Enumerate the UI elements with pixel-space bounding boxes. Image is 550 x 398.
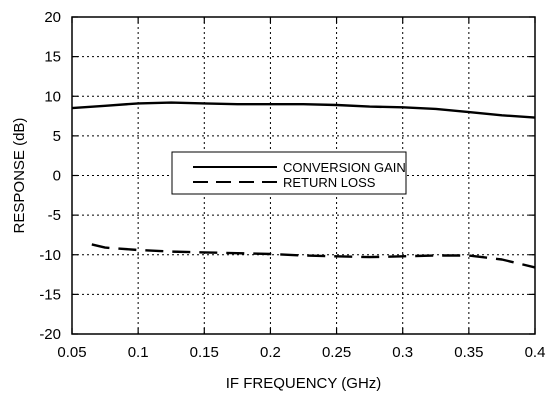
- y-axis-label: RESPONSE (dB): [11, 118, 28, 234]
- series-line-return-loss: [91, 243, 536, 269]
- legend-box: [171, 151, 407, 195]
- series-layer: [71, 101, 536, 269]
- x-tick-label: 0.4: [525, 344, 546, 361]
- legend-label-conversion-gain: CONVERSION GAIN: [283, 160, 406, 175]
- series-line-conversion-gain: [71, 101, 536, 119]
- y-tick-label: 10: [44, 88, 61, 105]
- y-tick-label: 0: [53, 168, 61, 185]
- y-tick-label: -20: [39, 326, 61, 343]
- ticks: [71, 16, 536, 335]
- x-tick-label: 0.3: [392, 344, 413, 361]
- y-tick-label: 20: [44, 9, 61, 26]
- y-tick-label: 5: [53, 128, 61, 145]
- y-tick-label: -5: [48, 207, 61, 224]
- x-tick-label: 0.1: [128, 344, 149, 361]
- legend-label-return-loss: RETURN LOSS: [283, 175, 376, 190]
- y-tick-label: 15: [44, 49, 61, 66]
- x-tick-label: 0.2: [260, 344, 281, 361]
- x-tick-label: 0.35: [454, 344, 483, 361]
- y-tick-label: -10: [39, 247, 61, 264]
- legend: CONVERSION GAIN RETURN LOSS: [171, 151, 407, 195]
- x-axis-label: IF FREQUENCY (GHz): [226, 375, 382, 392]
- x-tick-label: 0.05: [57, 344, 86, 361]
- y-tick-label: -15: [39, 286, 61, 303]
- tick-labels: 0.05 0.1 0.15 0.2 0.25 0.3 0.35 0.4 20 15 10 5 0 -5 -1…: [39, 9, 545, 361]
- x-tick-label: 0.25: [322, 344, 351, 361]
- x-tick-label: 0.15: [190, 344, 219, 361]
